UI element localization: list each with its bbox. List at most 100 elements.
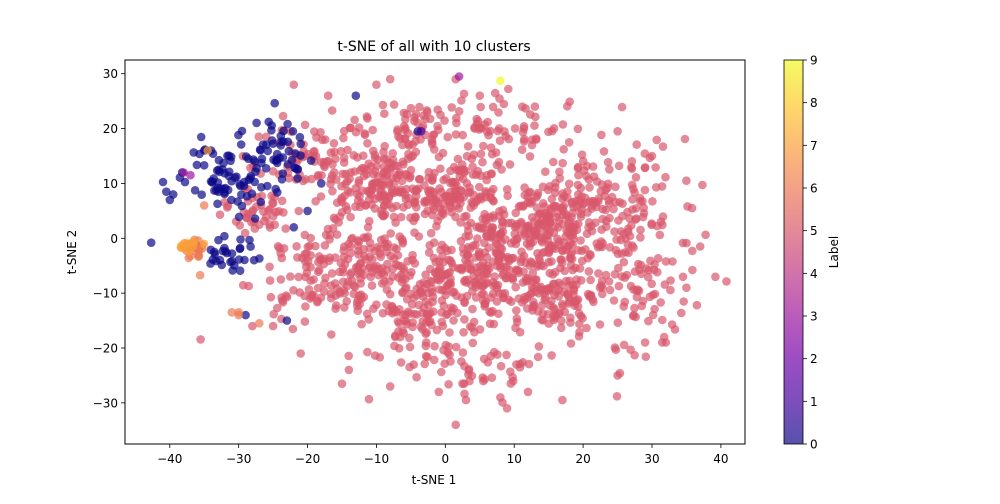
data-point-label-5 bbox=[613, 371, 622, 380]
data-point-label-5 bbox=[605, 165, 614, 174]
data-point-label-0 bbox=[295, 132, 305, 142]
data-point-label-5 bbox=[531, 134, 541, 143]
data-point-label-5 bbox=[625, 231, 635, 241]
data-point-label-5 bbox=[296, 349, 306, 358]
data-point-label-0 bbox=[210, 186, 219, 195]
data-point-label-5 bbox=[522, 276, 531, 286]
data-point-label-5 bbox=[371, 265, 380, 274]
data-point-label-5 bbox=[437, 317, 447, 327]
data-point-label-5 bbox=[588, 162, 598, 171]
data-point-label-5 bbox=[521, 104, 530, 113]
data-point-label-5 bbox=[653, 253, 663, 263]
data-point-label-5 bbox=[313, 297, 322, 307]
data-point-label-5 bbox=[337, 208, 347, 217]
data-point-label-0 bbox=[250, 177, 259, 187]
data-point-label-5 bbox=[303, 256, 313, 266]
data-point-label-5 bbox=[518, 358, 528, 367]
data-point-label-5 bbox=[294, 206, 304, 216]
data-point-label-5 bbox=[564, 179, 574, 189]
data-point-label-5 bbox=[438, 205, 448, 215]
data-point-label-5 bbox=[519, 251, 529, 261]
data-point-label-5 bbox=[437, 308, 447, 317]
data-point-label-5 bbox=[372, 300, 381, 310]
data-point-label-5 bbox=[347, 276, 357, 285]
data-point-label-5 bbox=[508, 275, 518, 284]
data-point-label-5 bbox=[408, 250, 417, 260]
data-point-label-5 bbox=[632, 292, 642, 302]
data-point-label-5 bbox=[409, 293, 419, 303]
data-point-label-5 bbox=[456, 218, 465, 227]
data-point-label-5 bbox=[313, 267, 323, 277]
data-point-label-5 bbox=[389, 100, 399, 109]
data-point-label-5 bbox=[461, 395, 471, 405]
data-point-label-5 bbox=[372, 80, 381, 89]
data-point-label-5 bbox=[440, 359, 450, 369]
data-point-label-0 bbox=[223, 151, 232, 161]
data-point-label-5 bbox=[548, 270, 558, 279]
data-point-label-0 bbox=[190, 186, 200, 195]
data-point-label-5 bbox=[616, 235, 626, 245]
colorbar-tick-label: 1 bbox=[810, 395, 818, 409]
data-point-label-5 bbox=[350, 167, 359, 176]
data-point-label-5 bbox=[449, 287, 459, 297]
data-point-label-5 bbox=[366, 272, 376, 282]
data-point-label-5 bbox=[523, 304, 532, 313]
data-point-label-5 bbox=[343, 186, 353, 196]
data-point-label-5 bbox=[288, 324, 298, 334]
data-point-label-5 bbox=[265, 262, 274, 272]
data-point-label-5 bbox=[614, 161, 624, 171]
data-point-label-5 bbox=[618, 211, 627, 221]
data-point-label-5 bbox=[532, 203, 542, 212]
data-point-label-0 bbox=[241, 310, 250, 320]
data-point-label-0 bbox=[241, 152, 251, 161]
data-point-label-5 bbox=[294, 272, 304, 282]
data-point-label-5 bbox=[558, 395, 567, 405]
data-point-label-5 bbox=[627, 241, 637, 250]
data-point-label-5 bbox=[473, 116, 483, 126]
data-point-label-5 bbox=[405, 309, 415, 318]
data-point-label-0 bbox=[146, 238, 156, 247]
data-point-label-5 bbox=[457, 263, 467, 273]
data-point-label-5 bbox=[488, 213, 498, 223]
data-point-label-5 bbox=[651, 183, 661, 192]
data-point-label-5 bbox=[386, 229, 396, 238]
y-tick-label: 10 bbox=[103, 177, 118, 191]
data-point-label-5 bbox=[463, 226, 473, 236]
data-point-label-5 bbox=[250, 224, 260, 233]
data-point-label-5 bbox=[319, 158, 329, 167]
data-point-label-5 bbox=[436, 164, 445, 173]
data-point-label-5 bbox=[391, 218, 400, 227]
data-point-label-5 bbox=[468, 162, 477, 172]
data-point-label-5 bbox=[520, 292, 529, 302]
data-point-label-6 bbox=[184, 253, 193, 263]
data-point-label-5 bbox=[468, 338, 478, 348]
data-point-label-5 bbox=[435, 276, 444, 285]
data-point-label-5 bbox=[464, 264, 473, 273]
data-point-label-5 bbox=[502, 185, 512, 194]
data-point-label-5 bbox=[301, 302, 310, 311]
data-point-label-5 bbox=[644, 316, 653, 326]
data-point-label-5 bbox=[343, 145, 352, 155]
data-point-label-5 bbox=[476, 149, 486, 159]
data-point-label-5 bbox=[549, 201, 558, 211]
data-point-label-5 bbox=[379, 147, 388, 157]
data-point-label-5 bbox=[429, 355, 439, 365]
data-point-label-5 bbox=[423, 107, 432, 117]
data-point-label-5 bbox=[614, 281, 624, 291]
data-point-label-5 bbox=[415, 288, 425, 297]
data-point-label-6 bbox=[195, 270, 205, 280]
data-point-label-5 bbox=[576, 236, 585, 245]
data-point-label-5 bbox=[368, 254, 377, 264]
data-point-label-5 bbox=[346, 212, 355, 222]
data-point-label-5 bbox=[650, 289, 660, 299]
data-point-label-5 bbox=[661, 172, 670, 182]
data-point-label-5 bbox=[584, 267, 594, 276]
data-point-label-5 bbox=[454, 166, 464, 176]
data-point-label-5 bbox=[520, 134, 529, 144]
data-point-label-5 bbox=[481, 279, 491, 288]
y-tick-label: −30 bbox=[93, 396, 118, 410]
data-point-label-5 bbox=[196, 335, 205, 344]
data-point-label-5 bbox=[422, 338, 431, 347]
data-point-label-5 bbox=[300, 317, 310, 326]
